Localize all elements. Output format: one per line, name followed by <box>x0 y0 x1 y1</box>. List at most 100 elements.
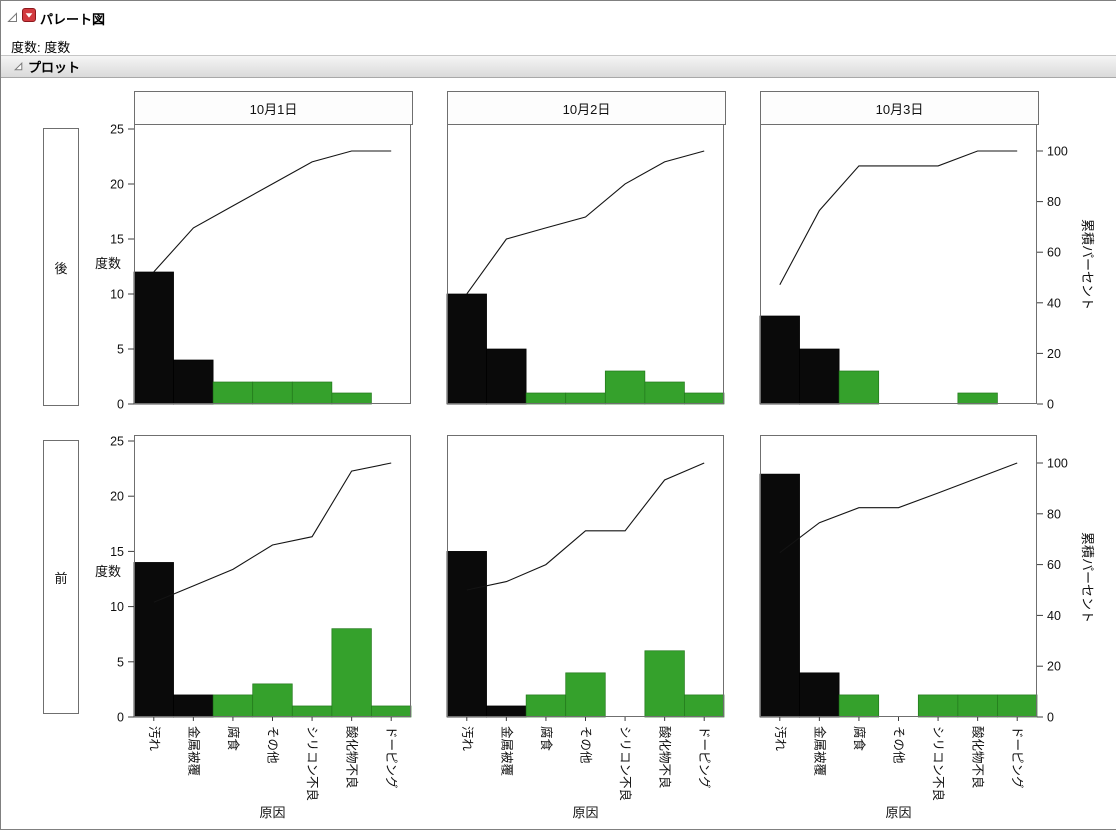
plot-frame <box>134 435 411 717</box>
disclosure-open-icon <box>14 62 23 71</box>
pareto-bar[interactable] <box>173 694 214 718</box>
pareto-bar[interactable] <box>957 392 998 405</box>
category-tick-label: その他 <box>579 726 593 764</box>
pareto-bar[interactable] <box>291 705 333 718</box>
x-axis-title-col2: 原因 <box>572 805 599 820</box>
pareto-bar[interactable] <box>252 381 293 405</box>
pareto-bar[interactable] <box>644 650 685 718</box>
count-tick-label: 15 <box>110 545 124 559</box>
category-tick-label: 金属被覆 <box>499 726 514 777</box>
pareto-bar[interactable] <box>446 293 487 405</box>
pareto-bar[interactable] <box>525 694 567 718</box>
pareto-bar[interactable] <box>799 672 840 718</box>
category-tick-label: 酸化物不良 <box>971 726 986 789</box>
count-axis-title-top: 度数 <box>95 256 122 271</box>
pareto-cell: 汚れ 金属被覆 腐食 その他 シリコン不良 酸化物不良 ドーピング <box>446 435 725 801</box>
pareto-bar[interactable] <box>957 694 998 718</box>
pareto-bar[interactable] <box>252 683 293 718</box>
category-tick-label: 酸化物不良 <box>345 726 360 789</box>
pareto-bar[interactable] <box>331 392 372 405</box>
percent-tick-label: 20 <box>1047 347 1061 361</box>
category-tick-label: その他 <box>266 726 280 764</box>
category-tick-label: シリコン不良 <box>305 726 320 801</box>
red-triangle-icon <box>22 8 36 22</box>
plot-frame <box>447 435 724 717</box>
pareto-bar[interactable] <box>173 359 214 405</box>
facet-col-header-oct3: 10月3日 <box>760 91 1039 125</box>
disclosure-open-icon <box>7 12 17 22</box>
pareto-bar[interactable] <box>565 672 606 718</box>
percent-axis-title: 累積パーセント <box>1080 531 1096 624</box>
category-tick-label: 汚れ <box>460 726 474 752</box>
report-title: パレート図 <box>40 12 106 27</box>
pareto-bar[interactable] <box>212 381 254 405</box>
disclosure-triangle-plot[interactable] <box>14 62 23 71</box>
pareto-bar[interactable] <box>565 392 606 405</box>
pareto-bar[interactable] <box>331 628 372 718</box>
category-tick-label: 汚れ <box>773 726 787 752</box>
percent-tick-label: 80 <box>1047 195 1061 209</box>
facet-col-header-oct2: 10月2日 <box>447 91 726 125</box>
percent-tick-label: 0 <box>1047 398 1054 412</box>
count-tick-label: 20 <box>110 490 124 504</box>
pareto-cell: 0 20 40 60 80 100 <box>759 123 1068 412</box>
percent-tick-label: 100 <box>1047 145 1068 159</box>
pareto-bar[interactable] <box>212 694 254 718</box>
facet-row-header-before: 前 <box>43 440 79 714</box>
pareto-bar[interactable] <box>133 562 174 718</box>
plot-section-header[interactable]: プロット <box>1 55 1116 78</box>
red-triangle-menu-button[interactable] <box>22 8 36 27</box>
percent-axis-title: 累積パーセント <box>1080 218 1096 311</box>
pareto-cell: 0 20 40 60 80 100 汚れ 金属被覆 腐食 その他 シリコン不良 酸化物不良 ドーピング <box>759 435 1068 801</box>
pareto-bar[interactable] <box>684 392 725 405</box>
category-tick-label: その他 <box>892 726 906 764</box>
pareto-bar[interactable] <box>997 694 1038 718</box>
facet-col-header-oct1: 10月1日 <box>134 91 413 125</box>
pareto-bar[interactable] <box>486 705 527 718</box>
plot-section-title: プロット <box>28 60 81 75</box>
pareto-bar[interactable] <box>917 694 959 718</box>
cumulative-curve <box>466 150 705 295</box>
count-tick-label: 5 <box>117 343 124 357</box>
category-tick-label: ドーピング <box>697 726 711 789</box>
percent-tick-label: 60 <box>1047 558 1061 572</box>
pareto-bar[interactable] <box>644 381 685 405</box>
count-tick-label: 0 <box>117 711 124 725</box>
pareto-cell: 0 5 10 15 20 25 汚れ 金属被覆 腐食 その他 シリコン不良 酸化物不良 ドーピング <box>110 435 412 801</box>
pareto-bar[interactable] <box>133 271 174 405</box>
pareto-bar[interactable] <box>838 370 880 405</box>
percent-axis-title-top-wrap: 累積パーセント <box>1041 219 1116 310</box>
cumulative-curve <box>779 150 1018 286</box>
category-tick-label: 金属被覆 <box>812 726 827 777</box>
percent-tick-label: 40 <box>1047 609 1061 623</box>
count-tick-label: 5 <box>117 655 124 669</box>
pareto-bar[interactable] <box>684 694 725 718</box>
frequency-caption: 度数: 度数 <box>11 40 71 55</box>
pareto-bar[interactable] <box>759 315 800 405</box>
pareto-bar[interactable] <box>446 551 487 718</box>
percent-axis-title-bottom-wrap: 累積パーセント <box>1041 532 1116 623</box>
category-tick-label: ドーピング <box>384 726 398 789</box>
pareto-bar[interactable] <box>604 370 646 405</box>
percent-tick-label: 0 <box>1047 711 1054 725</box>
category-tick-label: 汚れ <box>147 726 161 752</box>
disclosure-triangle-report[interactable] <box>7 10 18 28</box>
count-tick-label: 15 <box>110 233 124 247</box>
cumulative-curve <box>466 462 705 591</box>
cumulative-curve <box>779 462 1018 554</box>
facet-row-header-after: 後 <box>43 128 79 406</box>
category-tick-label: ドーピング <box>1010 726 1024 789</box>
pareto-bar[interactable] <box>486 348 527 405</box>
x-axis-title-col1: 原因 <box>259 805 286 820</box>
category-tick-label: 酸化物不良 <box>658 726 673 789</box>
pareto-bar[interactable] <box>371 705 412 718</box>
count-tick-label: 25 <box>110 435 124 449</box>
pareto-bar[interactable] <box>759 473 800 718</box>
pareto-cell <box>446 123 725 405</box>
pareto-bar[interactable] <box>838 694 880 718</box>
cumulative-curve <box>153 462 392 603</box>
pareto-bar[interactable] <box>525 392 567 405</box>
pareto-bar[interactable] <box>799 348 840 405</box>
pareto-bar[interactable] <box>291 381 333 405</box>
